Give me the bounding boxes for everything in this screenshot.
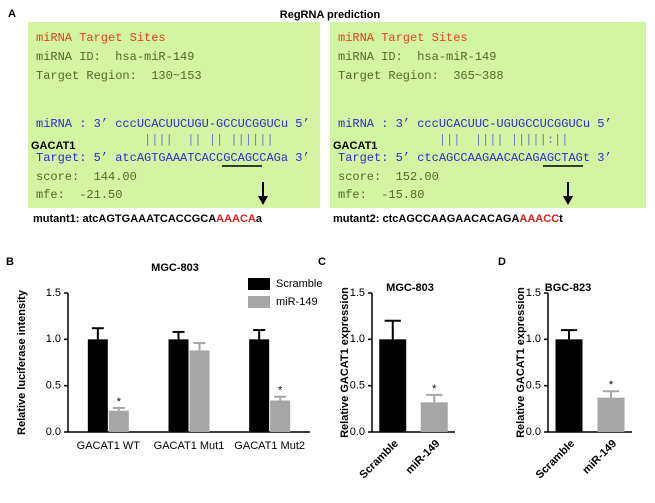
x-tick-label: miR-149: [404, 438, 443, 477]
x-tick-label: GACAT1 WT: [77, 440, 141, 452]
bar: [168, 339, 189, 432]
gene-label: GACAT1: [333, 140, 377, 152]
arrow-head: [258, 196, 268, 205]
y-tick-label: 1.5: [46, 287, 61, 299]
box-pairing: |||| || || ||||||: [36, 133, 274, 147]
box-target-region: Target Region: 130~153: [36, 69, 202, 83]
significance: *: [278, 385, 283, 397]
y-tick-label: 0.0: [526, 426, 541, 438]
panel-letter: C: [318, 256, 326, 268]
box-heading: miRNA Target Sites: [36, 31, 166, 45]
chart-title: MGC-803: [151, 262, 199, 274]
panel-title: RegRNA prediction: [280, 9, 381, 21]
box-mirna-id: miRNA ID: hsa-miR-149: [338, 50, 496, 64]
x-tick-label: GACAT1 Mut1: [154, 440, 225, 452]
y-tick-label: 1.0: [350, 333, 365, 345]
bar: [420, 402, 448, 432]
panel-letter: B: [6, 256, 14, 268]
legend-swatch: [248, 296, 270, 308]
mutant-seq: ctcAGCCAAGAACACAGA: [383, 213, 520, 225]
mutant-label: mutant2:: [333, 213, 379, 225]
y-tick-label: 1.0: [526, 333, 541, 345]
prediction-box: [28, 22, 320, 208]
legend-swatch: [248, 278, 270, 290]
x-tick-label: Scramble: [357, 438, 401, 482]
arrow-head: [563, 196, 573, 205]
bar: [555, 339, 583, 432]
box-score: score: 144.00: [36, 170, 137, 184]
y-tick-label: 1.0: [46, 333, 61, 345]
mutant-line: mutant1: atcAGTGAAATCACCGCAAAACAa: [33, 213, 263, 225]
box-target-region: Target Region: 365~388: [338, 69, 504, 83]
legend-label: miR-149: [276, 296, 318, 308]
chart-title: BGC-823: [545, 282, 591, 294]
box-mfe: mfe: -15.80: [338, 188, 424, 202]
chart-title: MGC-803: [386, 282, 434, 294]
significance: *: [609, 379, 614, 391]
panel-letter: A: [8, 8, 16, 20]
y-axis-label: Relative GACAT1 expression: [515, 287, 527, 438]
box-target-line: Target: 5’ atcAGTGAAATCACCGCAGCCAGa 3’: [36, 151, 310, 165]
panel-letter: D: [498, 256, 506, 268]
y-tick-label: 0.5: [526, 380, 541, 392]
y-tick-label: 0.5: [46, 380, 61, 392]
x-tick-label: miR-149: [580, 438, 619, 477]
box-mfe: mfe: -21.50: [36, 188, 122, 202]
y-axis-label: Relative GACAT1 expression: [339, 287, 351, 438]
gene-label: GACAT1: [31, 140, 75, 152]
box-target-line: Target: 5’ ctcAGCCAAGAACACAGAGCTAGt 3’: [338, 151, 612, 165]
mutant-seq: t: [559, 213, 563, 225]
box-score: score: 152.00: [338, 170, 439, 184]
y-tick-label: 1.5: [350, 287, 365, 299]
x-tick-label: Scramble: [534, 438, 578, 482]
y-tick-label: 0.0: [350, 426, 365, 438]
x-tick-label: GACAT1 Mut2: [234, 440, 305, 452]
significance: *: [117, 396, 122, 408]
box-mirna-line: miRNA : 3’ cccUCACUUC-UGUGCCUCGGUCu 5’: [338, 117, 612, 131]
y-tick-label: 0.0: [46, 426, 61, 438]
bar: [270, 400, 291, 432]
mutant-label: mutant1:: [33, 213, 79, 225]
y-tick-label: 0.5: [350, 380, 365, 392]
mutant-mutation: AAACA: [216, 213, 256, 225]
mutant-line: mutant2: ctcAGCCAAGAACACAGAAAACCt: [333, 213, 563, 225]
mutant-mutation: AAACC: [519, 213, 559, 225]
legend-label: Scramble: [276, 278, 322, 290]
bar: [87, 339, 108, 432]
mutant-seq: atcAGTGAAATCACCGCA: [83, 213, 217, 225]
y-axis-label: Relative luciferase intensity: [16, 289, 28, 435]
prediction-box: [330, 22, 646, 208]
bar: [249, 339, 270, 432]
y-tick-label: 1.5: [526, 287, 541, 299]
bar: [189, 350, 210, 432]
box-pairing: ||| |||| |||||:||: [338, 133, 568, 147]
box-mirna-id: miRNA ID: hsa-miR-149: [36, 50, 194, 64]
bar: [379, 339, 407, 432]
bar: [597, 397, 625, 432]
box-heading: miRNA Target Sites: [338, 31, 468, 45]
significance: *: [432, 383, 437, 395]
box-mirna-line: miRNA : 3’ cccUCACUUCUGU-GCCUCGGUCu 5’: [36, 117, 310, 131]
mutant-seq: a: [256, 213, 263, 225]
bar: [108, 410, 129, 432]
